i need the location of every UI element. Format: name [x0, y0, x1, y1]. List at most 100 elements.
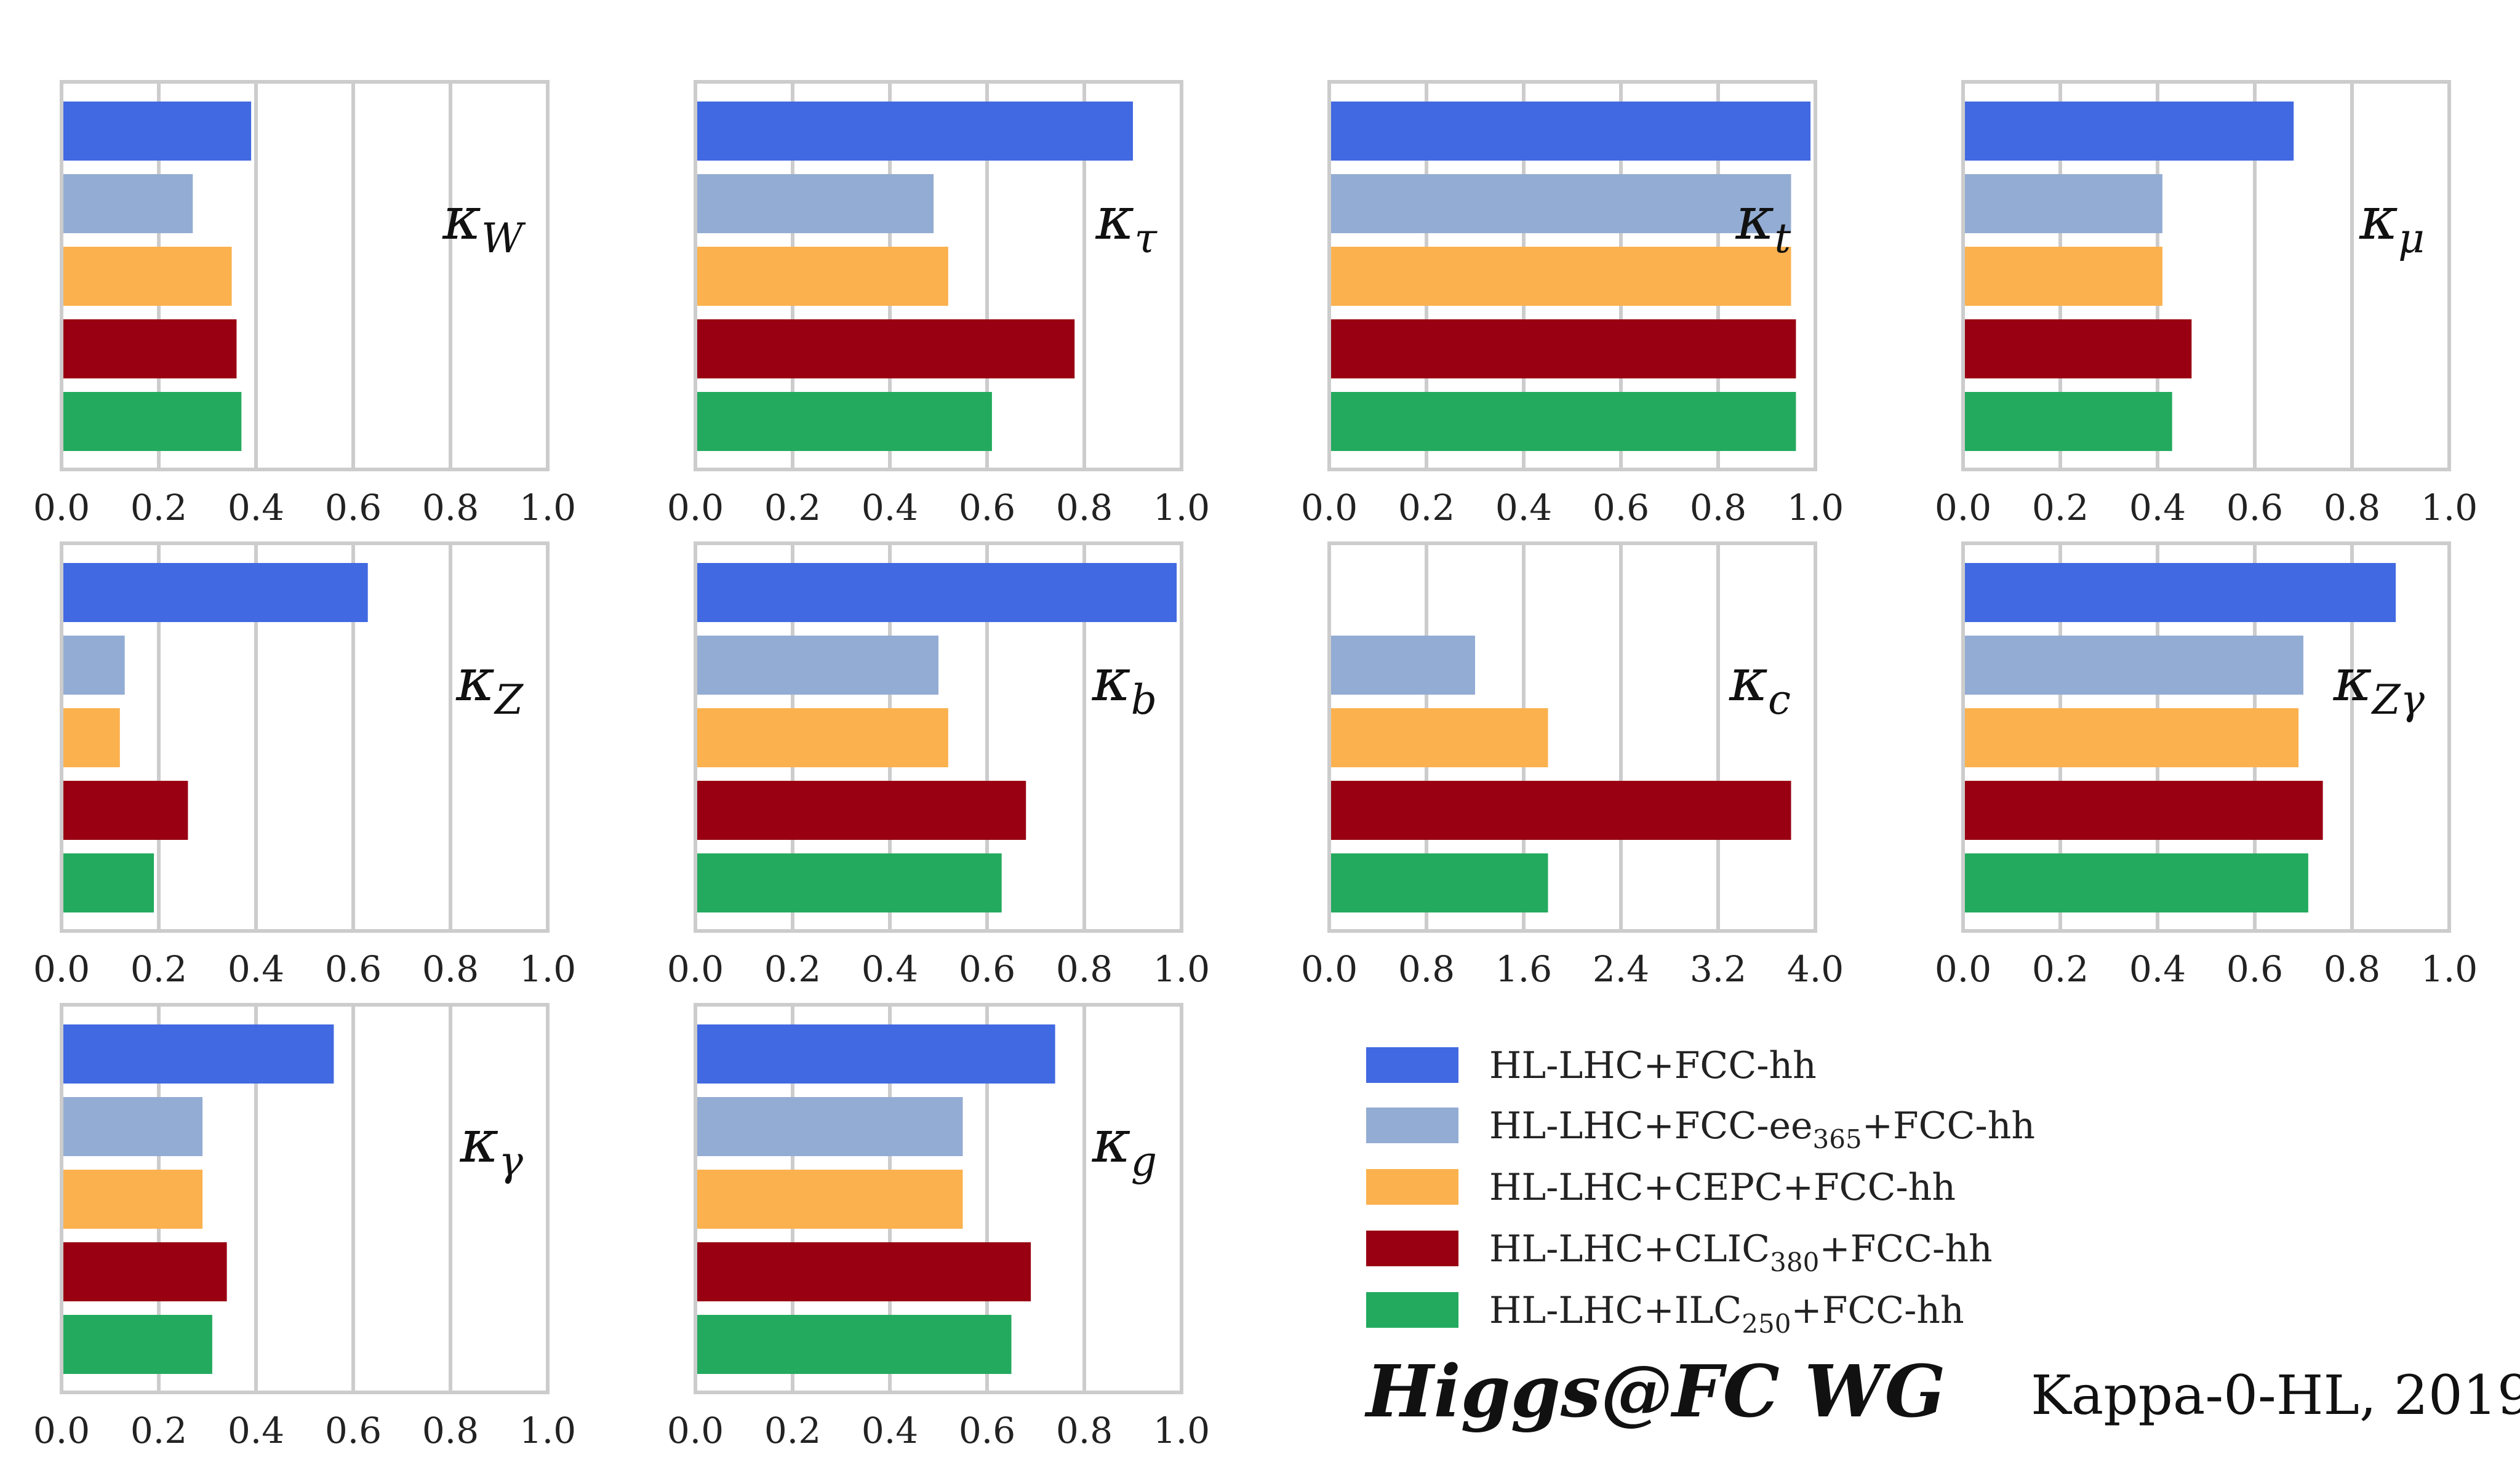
tick-label: 0.0	[1935, 487, 1991, 529]
tick-label: 0.4	[862, 1410, 918, 1451]
tick-label: 0.6	[325, 1410, 382, 1451]
panel-label: κg	[1092, 1107, 1157, 1185]
legend-label: HL-LHC+CEPC+FCC-hh	[1489, 1166, 1956, 1209]
tick-label: 0.0	[1301, 487, 1358, 529]
bar	[1963, 563, 2396, 622]
legend-item: HL-LHC+FCC-ee365+FCC-hh	[1366, 1104, 2035, 1154]
bar	[62, 319, 237, 378]
tick-label: 0.2	[764, 948, 821, 990]
bar	[62, 781, 188, 840]
panel-frame	[1327, 80, 1817, 471]
bar	[1329, 102, 1811, 161]
bar	[62, 174, 193, 233]
bar	[62, 1315, 212, 1374]
tick-label: 0.6	[2226, 948, 2283, 990]
tick-label: 0.6	[959, 1410, 1015, 1451]
tick-label: 1.0	[1153, 487, 1210, 529]
panel-label: κμ	[2359, 184, 2425, 262]
bar	[62, 247, 232, 306]
panel-7: 0.0 0.8 1.6 2.4 3.2 4.0 κc	[1301, 541, 1844, 990]
legend-label: HL-LHC+FCC-ee365+FCC-hh	[1489, 1104, 2035, 1154]
tick-label: 0.6	[325, 487, 382, 529]
panel-label: κZ	[455, 645, 524, 724]
tick-label: 1.0	[1787, 487, 1844, 529]
panel-3: 0.0 0.2 0.4 0.6 0.8 1.0 κt	[1301, 80, 1844, 529]
panel-frame	[1961, 80, 2451, 471]
bar	[1329, 853, 1548, 912]
tick-label: 0.8	[422, 948, 479, 990]
panel-frame	[1327, 541, 1817, 933]
panel-frame	[60, 80, 550, 471]
tick-label: 0.0	[33, 948, 90, 990]
panel-frame	[694, 80, 1183, 471]
tick-label: 4.0	[1787, 948, 1844, 990]
bar	[695, 392, 992, 451]
bar	[1329, 392, 1796, 451]
bar	[695, 102, 1133, 161]
panel-frame	[694, 1003, 1183, 1394]
legend-swatch	[1366, 1231, 1458, 1266]
tick-label: 0.0	[667, 487, 724, 529]
legend-swatch	[1366, 1169, 1458, 1205]
panel-9: 0.0 0.2 0.4 0.6 0.8 1.0 κγ	[33, 1003, 576, 1451]
tick-label: 0.2	[764, 487, 821, 529]
legend-item: HL-LHC+ILC250+FCC-hh	[1366, 1289, 1964, 1339]
tick-label: 1.0	[519, 1410, 576, 1451]
bar	[1329, 247, 1791, 306]
tick-label: 0.4	[228, 1410, 284, 1451]
bar	[695, 1170, 963, 1229]
bar	[1329, 781, 1791, 840]
bar	[62, 853, 154, 912]
legend-swatch	[1366, 1108, 1458, 1143]
legend-label: HL-LHC+FCC-hh	[1489, 1044, 1817, 1087]
bar	[62, 1170, 203, 1229]
legend-item: HL-LHC+CLIC380+FCC-hh	[1366, 1228, 1993, 1277]
tick-label: 0.8	[2324, 948, 2380, 990]
bar	[1963, 636, 2303, 695]
panel-label: κb	[1092, 645, 1157, 724]
tick-label: 1.0	[1153, 948, 1210, 990]
bar	[1963, 319, 2192, 378]
tick-label: 0.8	[422, 1410, 479, 1451]
bar	[1329, 174, 1791, 233]
bar	[695, 1024, 1055, 1084]
bar	[695, 1315, 1012, 1374]
tick-label: 0.8	[1056, 487, 1113, 529]
bar	[695, 247, 948, 306]
panel-frame	[1961, 541, 2451, 933]
panel-6: 0.0 0.2 0.4 0.6 0.8 1.0 κb	[667, 541, 1210, 990]
legend-swatch	[1366, 1292, 1458, 1328]
bar	[1963, 174, 2162, 233]
bar	[1963, 247, 2162, 306]
panel-label: κt	[1735, 184, 1791, 262]
bar	[62, 392, 242, 451]
panel-label: κZγ	[2333, 645, 2425, 724]
tick-label: 1.0	[1153, 1410, 1210, 1451]
panel-4: 0.0 0.2 0.4 0.6 0.8 1.0 κμ	[1935, 80, 2478, 529]
panel-label: κγ	[460, 1107, 524, 1185]
tick-label: 2.4	[1593, 948, 1649, 990]
panel-8: 0.0 0.2 0.4 0.6 0.8 1.0 κZγ	[1935, 541, 2478, 990]
tick-label: 1.0	[2421, 948, 2478, 990]
bar	[1963, 853, 2308, 912]
bar	[695, 708, 948, 767]
tick-label: 0.0	[33, 487, 90, 529]
tick-label: 0.4	[862, 487, 918, 529]
legend-label: HL-LHC+ILC250+FCC-hh	[1489, 1289, 1964, 1339]
tick-label: 0.0	[667, 948, 724, 990]
bar	[695, 636, 938, 695]
tick-label: 0.6	[959, 487, 1015, 529]
tick-label: 0.8	[1398, 948, 1455, 990]
bar	[1329, 708, 1548, 767]
bar	[1963, 392, 2172, 451]
panel-frame	[60, 541, 550, 933]
bar	[695, 853, 1002, 912]
tick-label: 0.6	[325, 948, 382, 990]
bar	[62, 1097, 203, 1156]
tag-label: Kappa-0-HL, 2019	[2031, 1363, 2520, 1427]
panel-frame	[694, 541, 1183, 933]
tick-label: 0.2	[130, 487, 187, 529]
legend-item: HL-LHC+CEPC+FCC-hh	[1366, 1166, 1956, 1209]
tick-label: 0.6	[959, 948, 1015, 990]
bar	[695, 563, 1177, 622]
